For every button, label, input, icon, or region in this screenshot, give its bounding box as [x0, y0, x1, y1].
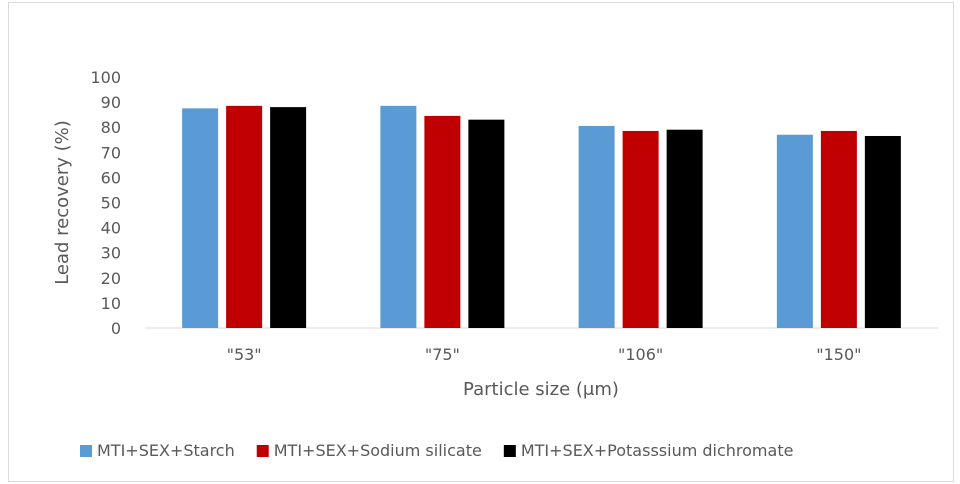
y-tick-label: 30 — [101, 244, 121, 263]
bar — [667, 130, 703, 328]
y-tick-label: 70 — [101, 143, 121, 162]
legend-swatch — [504, 445, 516, 457]
bar — [821, 131, 857, 328]
x-tick-label: "75" — [425, 345, 460, 364]
y-tick-label: 60 — [101, 168, 121, 187]
legend-swatch — [80, 445, 92, 457]
x-tick-label: "150" — [816, 345, 861, 364]
x-axis-title: Particle size (μm) — [463, 379, 619, 400]
x-tick-label: "53" — [227, 345, 262, 364]
y-tick-label: 50 — [101, 194, 121, 213]
legend-label: MTI+SEX+Potasssium dichromate — [521, 441, 794, 460]
y-tick-label: 90 — [101, 93, 121, 112]
legend-label: MTI+SEX+Starch — [97, 441, 235, 460]
y-tick-label: 20 — [101, 269, 121, 288]
y-tick-label: 0 — [111, 319, 121, 338]
bar — [777, 135, 813, 328]
y-tick-label: 10 — [101, 294, 121, 313]
legend-label: MTI+SEX+Sodium silicate — [274, 441, 482, 460]
bar — [182, 108, 218, 328]
y-axis-title: Lead recovery (%) — [52, 120, 73, 285]
bar — [468, 120, 504, 328]
y-tick-label: 100 — [90, 68, 121, 87]
bars — [182, 106, 901, 328]
y-tick-label: 80 — [101, 118, 121, 137]
legend: MTI+SEX+Starch MTI+SEX+Sodium silicate MTI… — [80, 441, 793, 460]
bar — [865, 136, 901, 328]
y-tick-label: 40 — [101, 219, 121, 238]
x-tick-labels: "53" "75" "106" "150" — [227, 345, 862, 364]
legend-swatch — [257, 445, 269, 457]
bar — [424, 116, 460, 328]
bar — [579, 126, 615, 328]
bar — [226, 106, 262, 328]
bar — [380, 106, 416, 328]
bar — [270, 107, 306, 328]
y-tick-labels: 0 10 20 30 40 50 60 70 80 90 100 — [90, 68, 121, 338]
bar — [623, 131, 659, 328]
x-tick-label: "106" — [618, 345, 663, 364]
